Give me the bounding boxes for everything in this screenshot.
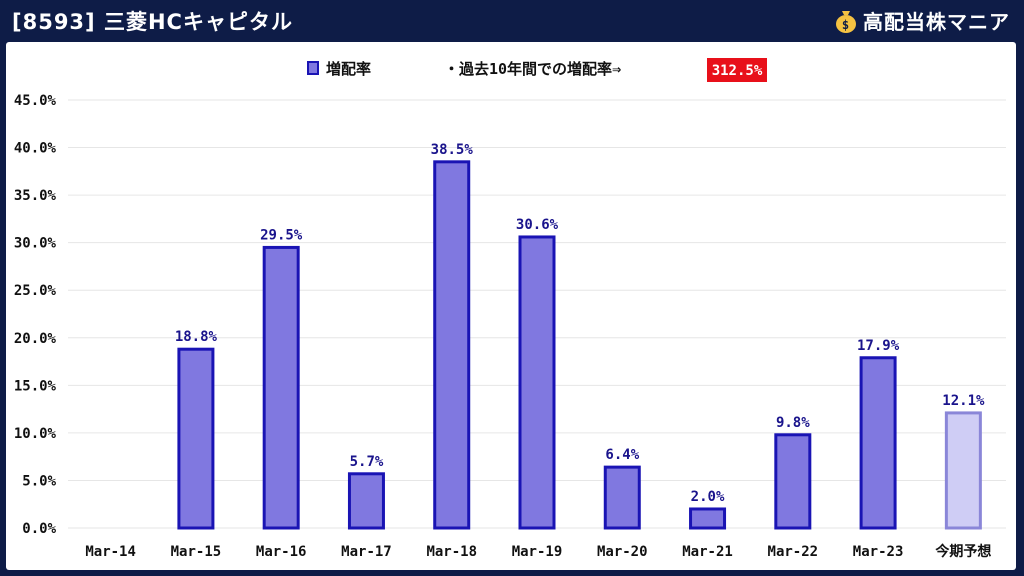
y-tick-label: 30.0%	[14, 236, 57, 252]
bar	[433, 160, 471, 530]
x-tick-label: Mar-17	[341, 544, 392, 560]
annotation-highlight	[707, 58, 767, 82]
svg-text:$: $	[842, 18, 850, 32]
bar	[177, 347, 215, 530]
y-tick-label: 35.0%	[14, 188, 57, 204]
data-label: 18.8%	[175, 329, 218, 345]
y-tick-label: 20.0%	[14, 331, 57, 347]
y-tick-label: 5.0%	[22, 473, 56, 489]
x-tick-label: Mar-15	[171, 544, 222, 560]
y-tick-label: 40.0%	[14, 141, 57, 157]
brand-logo: $ 高配当株マニア	[835, 6, 1010, 35]
x-tick-label: Mar-19	[512, 544, 563, 560]
bar	[347, 472, 385, 530]
bar	[518, 235, 556, 530]
data-label: 9.8%	[776, 415, 810, 431]
chart-panel: 0.0% 5.0% 10.0% 15.0% 20.0% 25.0% 30.0% 35.0% 40…	[6, 42, 1016, 570]
bar	[603, 465, 641, 530]
data-label: 2.0%	[691, 489, 725, 505]
data-label: 12.1%	[942, 393, 985, 409]
y-tick-label: 45.0%	[14, 93, 57, 109]
brand-name: 高配当株マニア	[863, 10, 1010, 34]
annotation-value: 312.5%	[712, 63, 763, 79]
data-label: 38.5%	[431, 142, 474, 158]
x-tick-label: Mar-18	[426, 544, 477, 560]
legend-label: 増配率	[326, 60, 371, 78]
legend-swatch	[307, 61, 319, 75]
money-bag-icon: $	[835, 9, 857, 33]
x-tick-label: Mar-21	[682, 544, 733, 560]
y-tick-label: 10.0%	[14, 426, 57, 442]
bar	[859, 356, 897, 530]
header-bar: [8593] 三菱HCキャピタル $ 高配当株マニア	[0, 0, 1024, 40]
bar	[689, 507, 727, 530]
data-label: 17.9%	[857, 338, 900, 354]
y-tick-label: 0.0%	[22, 521, 56, 537]
x-tick-label: 今期予想	[934, 543, 991, 560]
x-tick-label: Mar-23	[853, 544, 904, 560]
bar	[944, 411, 982, 530]
annotation-text: ・過去10年間での増配率⇒	[444, 60, 621, 78]
data-label: 5.7%	[350, 454, 384, 470]
y-tick-label: 15.0%	[14, 378, 57, 394]
bar	[774, 433, 812, 530]
x-tick-label: Mar-20	[597, 544, 648, 560]
x-tick-label: Mar-16	[256, 544, 307, 560]
page-title: [8593] 三菱HCキャピタル	[12, 10, 293, 34]
data-label: 29.5%	[260, 227, 303, 243]
x-tick-label: Mar-14	[85, 544, 136, 560]
bar-chart: 0.0% 5.0% 10.0% 15.0% 20.0% 25.0% 30.0% 35.0% 40…	[14, 58, 1006, 560]
bar	[262, 245, 300, 530]
data-label: 30.6%	[516, 217, 559, 233]
data-label: 6.4%	[605, 447, 639, 463]
x-tick-label: Mar-22	[768, 544, 819, 560]
y-tick-label: 25.0%	[14, 283, 57, 299]
